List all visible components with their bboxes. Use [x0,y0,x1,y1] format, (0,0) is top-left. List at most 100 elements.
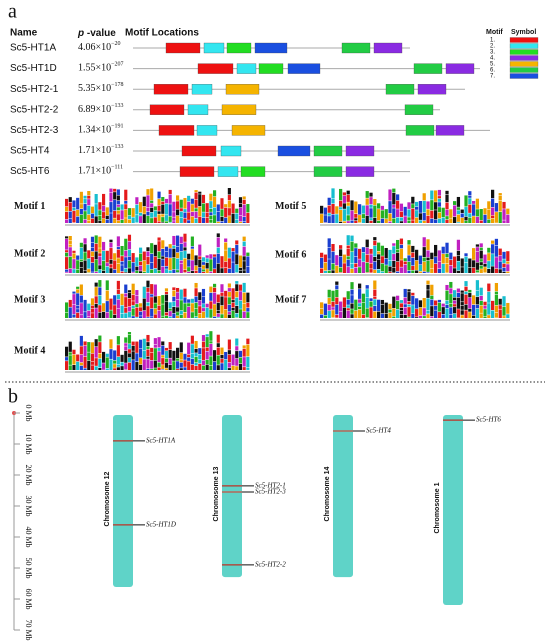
logo-glyph [146,264,150,273]
logo-glyph [157,362,161,367]
logo-glyph [161,358,165,365]
logo-glyph [187,220,191,223]
chromosome-label: Chromosome 12 [104,471,111,526]
logo-glyph [201,203,206,212]
logo-glyph [213,292,217,304]
logo-glyph [441,207,445,218]
logo-glyph [127,241,132,250]
logo-glyph [131,272,135,273]
logo-glyph [102,311,106,318]
logo-glyph [430,295,434,300]
logo-glyph [164,203,169,215]
logo-glyph [124,272,128,273]
logo-glyph [475,251,480,263]
logo-glyph [76,293,80,306]
logo-glyph [327,270,331,273]
logo-glyph [434,202,438,210]
p-value: 4.06×10−20 [78,41,121,53]
logo-glyph [213,215,217,223]
logo-glyph [235,297,239,306]
logo-glyph [142,298,146,311]
logo-glyph [415,210,419,218]
logo-glyph [209,343,213,356]
header-locations: Motif Locations [125,28,199,39]
logo-glyph [475,244,480,247]
logo-glyph [124,363,128,370]
logo-glyph [127,298,132,307]
logo-glyph [168,248,172,258]
logo-glyph [179,208,183,212]
logo-glyph [491,207,495,216]
logo-glyph [227,195,231,201]
logo-glyph [475,247,480,252]
logo-glyph [79,362,83,366]
logo-glyph [399,217,404,221]
logo-glyph [445,263,449,273]
logo-glyph [150,360,154,369]
logo-glyph [105,266,109,273]
logo-glyph [198,244,202,256]
logo-glyph [120,219,124,223]
logo-glyph [164,368,169,370]
logo-glyph [331,251,335,264]
logo-glyph [388,272,392,273]
logo-glyph [150,262,154,270]
p-base: 5.35×10 [78,83,111,94]
logo-glyph [437,189,442,196]
logo-glyph [90,365,95,370]
logo-glyph [190,358,194,365]
logo-glyph [146,215,150,223]
logo-glyph [139,364,143,370]
logo-glyph [415,249,419,261]
logo-glyph [502,267,506,272]
logo-glyph [205,203,209,213]
logo-glyph [358,309,362,318]
logo-glyph [415,201,419,207]
logo-glyph [426,260,430,272]
legend-swatch [509,73,539,79]
logo-glyph [161,248,165,256]
logo-glyph [227,288,231,292]
logo-glyph [146,189,150,195]
logo-glyph [220,296,224,306]
motif-box [313,145,343,157]
logo-glyph [407,301,411,305]
logo-glyph [327,247,331,259]
logo-glyph [231,251,235,262]
logo-glyph [205,212,209,218]
logo-glyph [468,191,472,196]
logo-glyph [434,244,438,257]
logo-glyph [472,267,476,273]
legend-label: 2. [490,44,495,50]
logo-glyph [157,211,161,214]
motif-label: Motif 2 [14,248,45,259]
logo-glyph [331,301,335,307]
logo-glyph [194,270,198,273]
logo-glyph [373,269,377,273]
logo-glyph [231,302,235,308]
logo-glyph [102,270,106,273]
logo-glyph [205,334,209,337]
logo-glyph [183,303,187,313]
logo-glyph [388,189,392,201]
logo-glyph [87,214,91,221]
logo-glyph [350,241,354,252]
logo-glyph [190,271,194,273]
logo-glyph [437,299,442,303]
logo-glyph [187,299,191,303]
legend-label: 6. [490,68,495,74]
logo-glyph [354,218,358,221]
logo-glyph [320,268,324,273]
logo-glyph [87,303,91,311]
logo-glyph [146,346,150,349]
logo-glyph [179,251,183,261]
motif-box [240,166,266,177]
logo-glyph [491,198,495,208]
logo-glyph [198,348,202,355]
logo-glyph [183,367,187,370]
logo-glyph [90,305,95,309]
ruler-label: 10 Mb [24,433,33,454]
logo-glyph [172,287,176,291]
logo-glyph [380,218,385,223]
logo-glyph [235,313,239,318]
